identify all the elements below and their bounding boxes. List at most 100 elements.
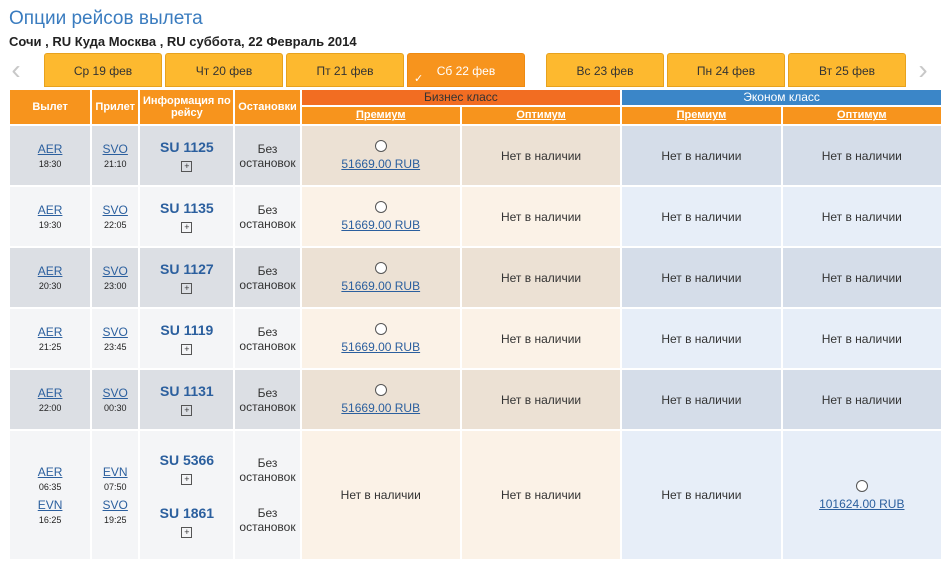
fare-radio[interactable] bbox=[374, 201, 387, 213]
tab-date-2[interactable]: Пт 21 фев bbox=[286, 53, 404, 87]
biz-premium-fare: 51669.00 RUB bbox=[301, 248, 460, 307]
biz-optimum-fare: Нет в наличии bbox=[461, 126, 621, 185]
fare-price-link[interactable]: 51669.00 RUB bbox=[341, 157, 421, 171]
depart-cell: AER 19:30 bbox=[10, 187, 91, 246]
flight-info-cell: SU 1127 + bbox=[140, 248, 234, 307]
table-row: AER 21:25 SVO 23:45 SU 1119 + Без остановок… bbox=[10, 309, 941, 368]
expand-icon[interactable]: + bbox=[181, 222, 193, 233]
depart-airport-link[interactable]: AER bbox=[37, 264, 63, 278]
arrive-time: 07:50 bbox=[103, 482, 127, 492]
fare-radio[interactable] bbox=[374, 384, 387, 396]
biz-optimum-fare: Нет в наличии bbox=[461, 187, 621, 246]
arrive-time: 00:30 bbox=[103, 403, 127, 413]
stops-label: Без остановок bbox=[239, 506, 296, 534]
depart-cell: AER 18:30 bbox=[10, 126, 91, 185]
arrive-cell: SVO 23:00 bbox=[92, 248, 139, 307]
arrive-cell: SVO 00:30 bbox=[92, 370, 139, 429]
tab-date-0[interactable]: Ср 19 фев bbox=[44, 53, 162, 87]
table-row-connection: AER 06:35 EVN 16:25 EVN 07:50 SVO 19:25 SU 5… bbox=[10, 431, 941, 559]
eco-premium-header[interactable]: Премиум bbox=[622, 106, 781, 124]
chevron-right-icon[interactable]: › bbox=[918, 54, 928, 85]
arrive-airport-link[interactable]: SVO bbox=[102, 142, 128, 156]
stops-cell: Без остановок Без остановок bbox=[235, 431, 300, 559]
biz-optimum-fare: Нет в наличии bbox=[461, 309, 621, 368]
tab-date-3[interactable]: ✓ Сб 22 фев bbox=[407, 53, 525, 87]
biz-optimum-header[interactable]: Оптимум bbox=[461, 106, 621, 124]
depart-airport-link[interactable]: AER bbox=[37, 142, 63, 156]
arrive-cell: SVO 21:10 bbox=[92, 126, 139, 185]
fare-radio[interactable] bbox=[374, 262, 387, 274]
table-row: AER 20:30 SVO 23:00 SU 1127 + Без остановок… bbox=[10, 248, 941, 307]
depart-time: 22:00 bbox=[38, 403, 62, 413]
fare-price-link[interactable]: 51669.00 RUB bbox=[341, 340, 421, 354]
biz-premium-fare: 51669.00 RUB bbox=[301, 370, 460, 429]
fare-price-link[interactable]: 101624.00 RUB bbox=[819, 496, 905, 511]
arrive-airport-link[interactable]: SVO bbox=[102, 203, 128, 217]
flight-number: SU 5366 bbox=[159, 452, 215, 468]
fare-price-link[interactable]: 51669.00 RUB bbox=[341, 401, 421, 415]
flight-number: SU 1125 bbox=[160, 139, 214, 155]
economy-class-header: Эконом класс bbox=[622, 90, 941, 105]
tab-date-5[interactable]: Пн 24 фев bbox=[667, 53, 785, 87]
tab-date-6[interactable]: Вт 25 фев bbox=[788, 53, 906, 87]
eco-optimum-fare: Нет в наличии bbox=[782, 248, 941, 307]
expand-icon[interactable]: + bbox=[181, 344, 193, 355]
eco-optimum-header[interactable]: Оптимум bbox=[782, 106, 941, 124]
flight-info-cell: SU 1125 + bbox=[140, 126, 234, 185]
arrive-airport-link[interactable]: SVO bbox=[102, 325, 128, 339]
biz-optimum-fare: Нет в наличии bbox=[461, 431, 621, 559]
arrive-time: 22:05 bbox=[103, 220, 127, 230]
expand-icon[interactable]: + bbox=[181, 474, 193, 485]
fare-radio[interactable] bbox=[374, 323, 387, 335]
stops-cell: Без остановок bbox=[235, 187, 300, 246]
flight-info-cell: SU 1119 + bbox=[140, 309, 234, 368]
check-icon: ✓ bbox=[414, 73, 424, 85]
fare-radio[interactable] bbox=[374, 140, 387, 152]
arrive-airport-link[interactable]: SVO bbox=[102, 386, 128, 400]
fare-radio[interactable] bbox=[855, 479, 868, 492]
col-stops: Остановки bbox=[235, 90, 300, 124]
flight-info-cell: SU 5366 + SU 1861 + bbox=[140, 431, 234, 559]
table-row: AER 18:30 SVO 21:10 SU 1125 + Без остановок… bbox=[10, 126, 941, 185]
expand-icon[interactable]: + bbox=[181, 527, 193, 538]
expand-icon[interactable]: + bbox=[181, 161, 193, 172]
stops-cell: Без остановок bbox=[235, 126, 300, 185]
depart-cell: AER 06:35 EVN 16:25 bbox=[10, 431, 91, 559]
col-depart: Вылет bbox=[10, 90, 91, 124]
arrive-airport-link[interactable]: EVN bbox=[102, 465, 128, 479]
stops-cell: Без остановок bbox=[235, 309, 300, 368]
depart-airport-link[interactable]: EVN bbox=[37, 498, 63, 512]
eco-premium-fare: Нет в наличии bbox=[622, 187, 781, 246]
flight-number: SU 1131 bbox=[160, 383, 214, 399]
depart-airport-link[interactable]: AER bbox=[37, 325, 63, 339]
arrive-cell: SVO 23:45 bbox=[92, 309, 139, 368]
biz-premium-header[interactable]: Премиум bbox=[301, 106, 460, 124]
tab-date-4[interactable]: Вс 23 фев bbox=[546, 53, 664, 87]
depart-time: 18:30 bbox=[38, 159, 62, 169]
chevron-left-icon[interactable]: ‹ bbox=[11, 54, 21, 85]
depart-airport-link[interactable]: AER bbox=[37, 465, 63, 479]
arrive-cell: EVN 07:50 SVO 19:25 bbox=[92, 431, 139, 559]
eco-premium-fare: Нет в наличии bbox=[622, 370, 781, 429]
depart-time: 21:25 bbox=[38, 342, 62, 352]
biz-premium-fare: 51669.00 RUB bbox=[301, 187, 460, 246]
table-row: AER 19:30 SVO 22:05 SU 1135 + Без остановок… bbox=[10, 187, 941, 246]
expand-icon[interactable]: + bbox=[181, 283, 193, 294]
eco-optimum-fare: Нет в наличии bbox=[782, 309, 941, 368]
date-tabs: ‹ Ср 19 фев Чт 20 фев Пт 21 фев ✓ Сб 22 ф… bbox=[0, 53, 941, 89]
depart-time: 19:30 bbox=[38, 220, 62, 230]
eco-optimum-fare: Нет в наличии bbox=[782, 126, 941, 185]
biz-optimum-fare: Нет в наличии bbox=[461, 370, 621, 429]
depart-cell: AER 21:25 bbox=[10, 309, 91, 368]
depart-airport-link[interactable]: AER bbox=[37, 203, 63, 217]
fare-price-link[interactable]: 51669.00 RUB bbox=[341, 279, 421, 293]
depart-airport-link[interactable]: AER bbox=[37, 386, 63, 400]
depart-time: 06:35 bbox=[38, 482, 62, 492]
arrive-airport-link[interactable]: SVO bbox=[102, 498, 128, 512]
tab-date-1[interactable]: Чт 20 фев bbox=[165, 53, 283, 87]
table-row: AER 22:00 SVO 00:30 SU 1131 + Без остановок… bbox=[10, 370, 941, 429]
stops-cell: Без остановок bbox=[235, 248, 300, 307]
arrive-airport-link[interactable]: SVO bbox=[102, 264, 128, 278]
fare-price-link[interactable]: 51669.00 RUB bbox=[341, 218, 421, 232]
expand-icon[interactable]: + bbox=[181, 405, 193, 416]
